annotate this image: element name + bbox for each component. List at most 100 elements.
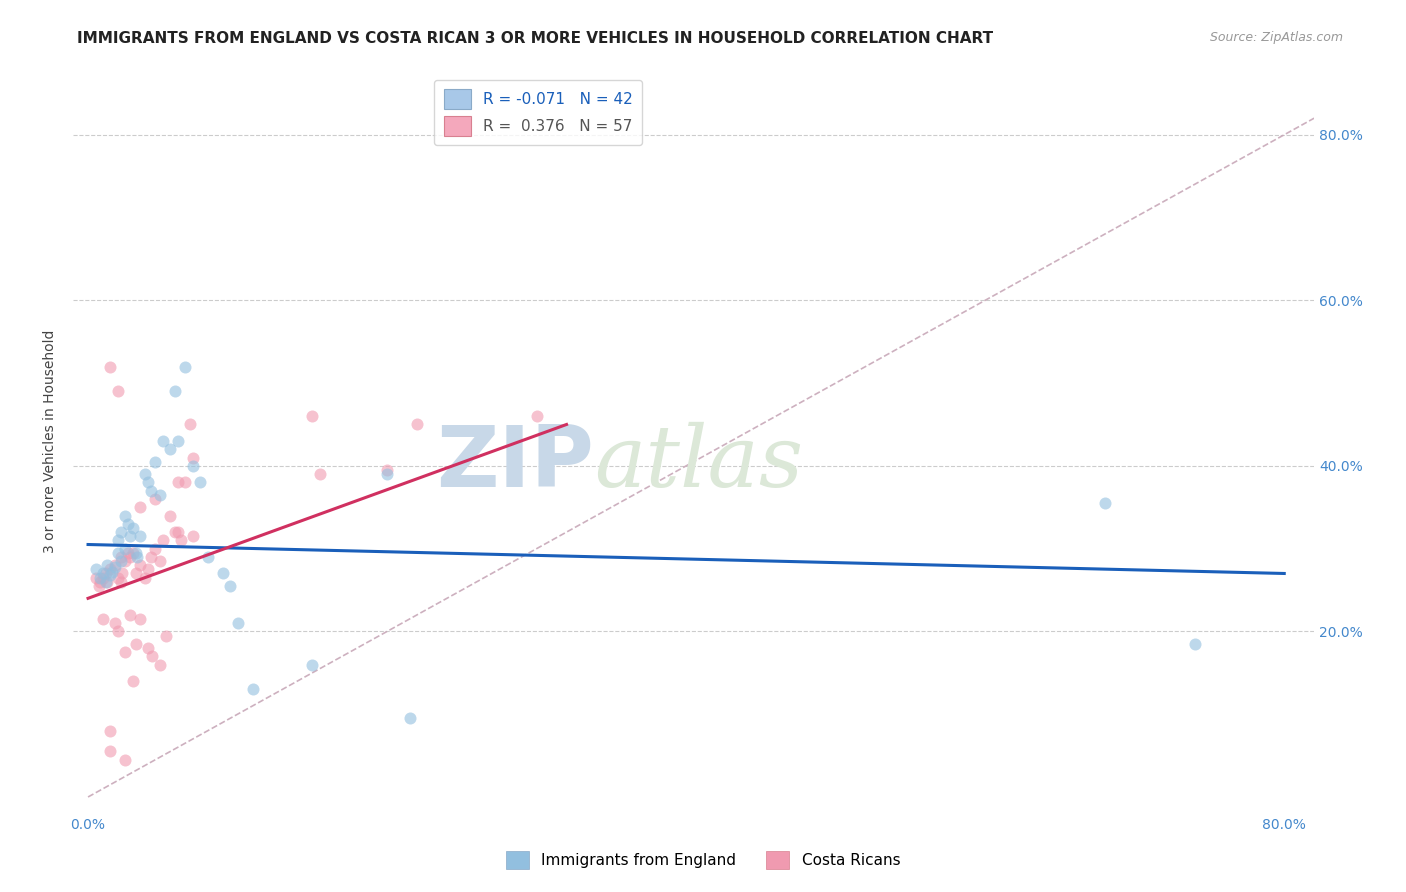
Point [104, 616, 127, 631]
Point [197, 549, 219, 564]
Point [101, 565, 124, 579]
Point [166, 434, 188, 448]
Point [181, 529, 204, 543]
Y-axis label: 3 or more Vehicles in Household: 3 or more Vehicles in Household [44, 329, 58, 553]
Point [301, 657, 323, 672]
Point [155, 629, 177, 643]
Point [406, 417, 429, 432]
Text: IMMIGRANTS FROM ENGLAND VS COSTA RICAN 3 OR MORE VEHICLES IN HOUSEHOLD CORRELATI: IMMIGRANTS FROM ENGLAND VS COSTA RICAN 3… [77, 31, 994, 46]
Point [129, 558, 152, 573]
Point [134, 467, 156, 482]
Point [107, 571, 129, 585]
Point [1184, 637, 1206, 651]
Point [107, 384, 129, 399]
Point [110, 525, 132, 540]
Point [143, 541, 166, 556]
Point [136, 475, 159, 490]
Point [125, 546, 148, 560]
Point [110, 574, 132, 589]
Point [104, 559, 127, 574]
Point [143, 455, 166, 469]
Point [188, 475, 211, 490]
Point [114, 753, 136, 767]
Point [129, 500, 152, 515]
Point [107, 546, 129, 560]
Text: ZIP: ZIP [437, 422, 595, 505]
Point [149, 488, 172, 502]
Point [114, 554, 136, 568]
Point [114, 541, 136, 556]
Point [174, 359, 197, 374]
Point [159, 442, 181, 457]
Point [129, 529, 152, 543]
Point [122, 521, 145, 535]
Point [94, 574, 117, 589]
Point [149, 554, 172, 568]
Point [111, 566, 134, 581]
Point [118, 549, 141, 564]
Point [84, 571, 107, 585]
Point [107, 624, 129, 639]
Point [91, 571, 114, 585]
Point [152, 434, 174, 448]
Point [139, 549, 162, 564]
Point [141, 649, 163, 664]
Point [127, 549, 149, 564]
Point [211, 566, 233, 581]
Point [166, 475, 188, 490]
Point [159, 508, 181, 523]
Point [163, 384, 186, 399]
Point [1094, 496, 1116, 510]
Point [87, 579, 110, 593]
Point [117, 516, 139, 531]
Point [114, 508, 136, 523]
Point [122, 546, 145, 560]
Text: Source: ZipAtlas.com: Source: ZipAtlas.com [1209, 31, 1343, 45]
Point [181, 450, 204, 465]
Legend: Immigrants from England, Costa Ricans: Immigrants from England, Costa Ricans [499, 845, 907, 875]
Text: atlas: atlas [595, 422, 803, 505]
Point [100, 359, 122, 374]
Point [125, 566, 148, 581]
Point [526, 409, 548, 424]
Point [226, 616, 249, 631]
Point [136, 640, 159, 655]
Point [84, 562, 107, 576]
Point [163, 525, 186, 540]
Legend: R = -0.071   N = 42, R =  0.376   N = 57: R = -0.071 N = 42, R = 0.376 N = 57 [434, 80, 643, 145]
Point [219, 579, 242, 593]
Point [118, 607, 141, 622]
Point [375, 463, 398, 477]
Point [152, 533, 174, 548]
Point [129, 612, 152, 626]
Point [308, 467, 330, 482]
Point [100, 744, 122, 758]
Point [114, 645, 136, 659]
Point [301, 409, 323, 424]
Point [398, 711, 420, 725]
Point [166, 525, 188, 540]
Point [91, 566, 114, 581]
Point [375, 467, 398, 482]
Point [96, 558, 118, 573]
Point [104, 558, 127, 573]
Point [110, 554, 132, 568]
Point [107, 533, 129, 548]
Point [100, 568, 122, 582]
Point [100, 723, 122, 738]
Point [122, 674, 145, 689]
Point [170, 533, 193, 548]
Point [181, 458, 204, 473]
Point [94, 566, 117, 581]
Point [118, 529, 141, 543]
Point [96, 574, 118, 589]
Point [134, 571, 156, 585]
Point [110, 549, 132, 564]
Point [117, 546, 139, 560]
Point [143, 491, 166, 506]
Point [136, 562, 159, 576]
Point [89, 571, 111, 585]
Point [174, 475, 197, 490]
Point [100, 562, 122, 576]
Point [149, 657, 172, 672]
